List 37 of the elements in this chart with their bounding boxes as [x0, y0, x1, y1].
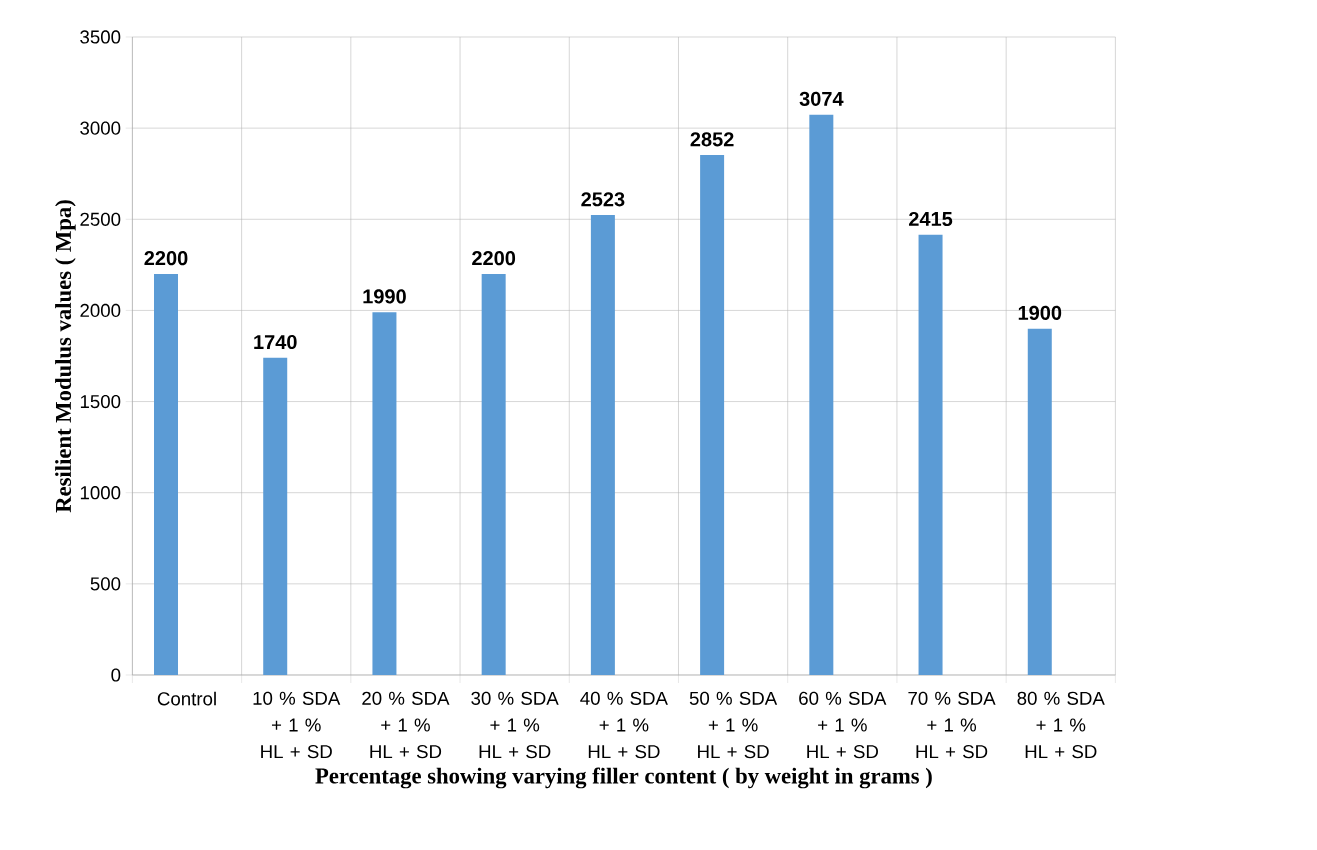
data-label: 3074	[799, 91, 844, 106]
y-tick-label: 500	[90, 577, 121, 591]
bar	[700, 155, 725, 675]
bar	[372, 312, 397, 675]
bar	[154, 273, 178, 675]
data-label: 2415	[909, 211, 953, 227]
data-label: 1900	[1018, 305, 1062, 320]
y-tick-label: 3000	[80, 121, 121, 135]
x-tick-label: 40 % SDA + 1 % HL + SD	[580, 691, 668, 759]
y-axis-title: Resilient Modulus values ( Mpa)	[55, 200, 76, 513]
x-tick-label: 20 % SDA + 1 % HL + SD	[362, 691, 450, 759]
x-tick-label: 60 % SDA + 1 % HL + SD	[799, 691, 887, 759]
y-tick-label: 0	[111, 668, 121, 682]
y-tick-label: 2000	[80, 303, 121, 318]
bar	[1027, 328, 1052, 675]
data-label: 2852	[690, 132, 734, 147]
data-label: 1990	[363, 289, 406, 304]
bar	[918, 234, 943, 675]
y-tick-label: 1500	[80, 394, 121, 409]
y-tick-label: 2500	[80, 212, 121, 226]
data-label: 2200	[144, 251, 188, 266]
bar	[590, 215, 615, 675]
x-tick-label: 50 % SDA + 1 % HL + SD	[689, 691, 778, 759]
data-label: 2523	[581, 192, 625, 207]
y-tick-label: 1000	[80, 486, 121, 500]
x-axis-title: Percentage showing varying filler content ( by weight in grams )	[315, 767, 932, 789]
bar	[263, 357, 288, 675]
x-tick-label: 30 % SDA + 1 % HL + SD	[471, 691, 559, 759]
data-label: 1740	[254, 334, 297, 350]
x-tick-label: 10 % SDA + 1 % HL + SD	[253, 691, 341, 759]
x-tick-label: 70 % SDA + 1 % HL + SD	[908, 691, 996, 759]
x-tick-label: 80 % SDA + 1 % HL + SD	[1017, 691, 1105, 759]
bar	[809, 114, 834, 675]
bar	[481, 273, 506, 675]
x-tick-label: Control	[157, 691, 216, 706]
data-label: 2200	[472, 251, 516, 266]
y-tick-label: 3500	[80, 30, 121, 44]
